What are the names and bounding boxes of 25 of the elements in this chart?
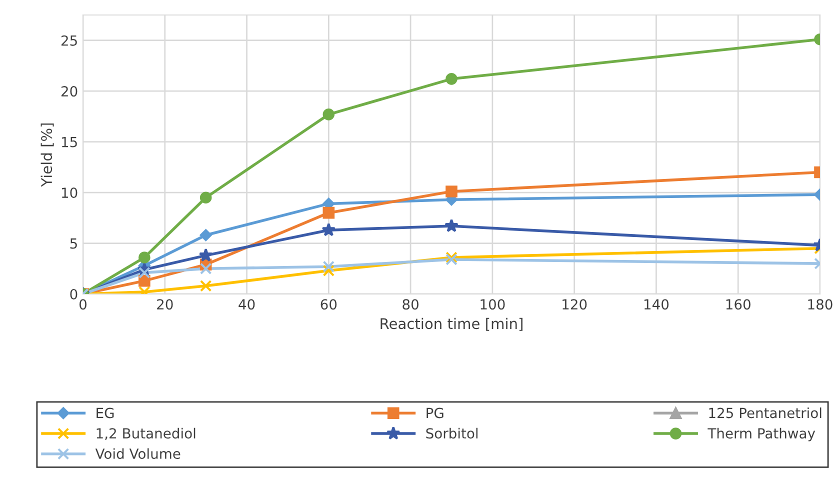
- y-axis-title: Yield [%]: [40, 123, 54, 187]
- y-tick-label: 5: [70, 238, 77, 249]
- x-tick-label: 0: [79, 299, 86, 310]
- x-tick-label: 60: [320, 299, 337, 310]
- legend-label: PG: [426, 408, 444, 418]
- x-axis-title: Reaction time [min]: [380, 318, 522, 331]
- legend-label: EG: [96, 408, 114, 418]
- x-tick-label: 160: [726, 299, 750, 310]
- legend-label: Sorbitol: [426, 428, 478, 439]
- legend-label: Void Volume: [95, 448, 180, 459]
- y-tick-label: 15: [62, 136, 77, 148]
- legend-label: Therm Pathway: [708, 428, 816, 442]
- x-tick-label: 120: [562, 299, 587, 310]
- x-tick-label: 80: [402, 299, 418, 310]
- y-tick-label: 0: [70, 288, 78, 300]
- x-tick-label: 180: [808, 299, 832, 310]
- legend-label: 125 Pentanetriol: [709, 407, 822, 418]
- x-tick-label: 40: [238, 299, 255, 310]
- x-tick-label: 140: [644, 299, 669, 310]
- legend-label: 1,2 Butanediol: [96, 428, 196, 440]
- x-tick-label: 100: [480, 299, 505, 310]
- x-tick-label: 20: [157, 299, 173, 310]
- y-tick-label: 10: [62, 188, 78, 198]
- y-tick-label: 20: [61, 86, 78, 97]
- y-tick-label: 25: [61, 35, 77, 46]
